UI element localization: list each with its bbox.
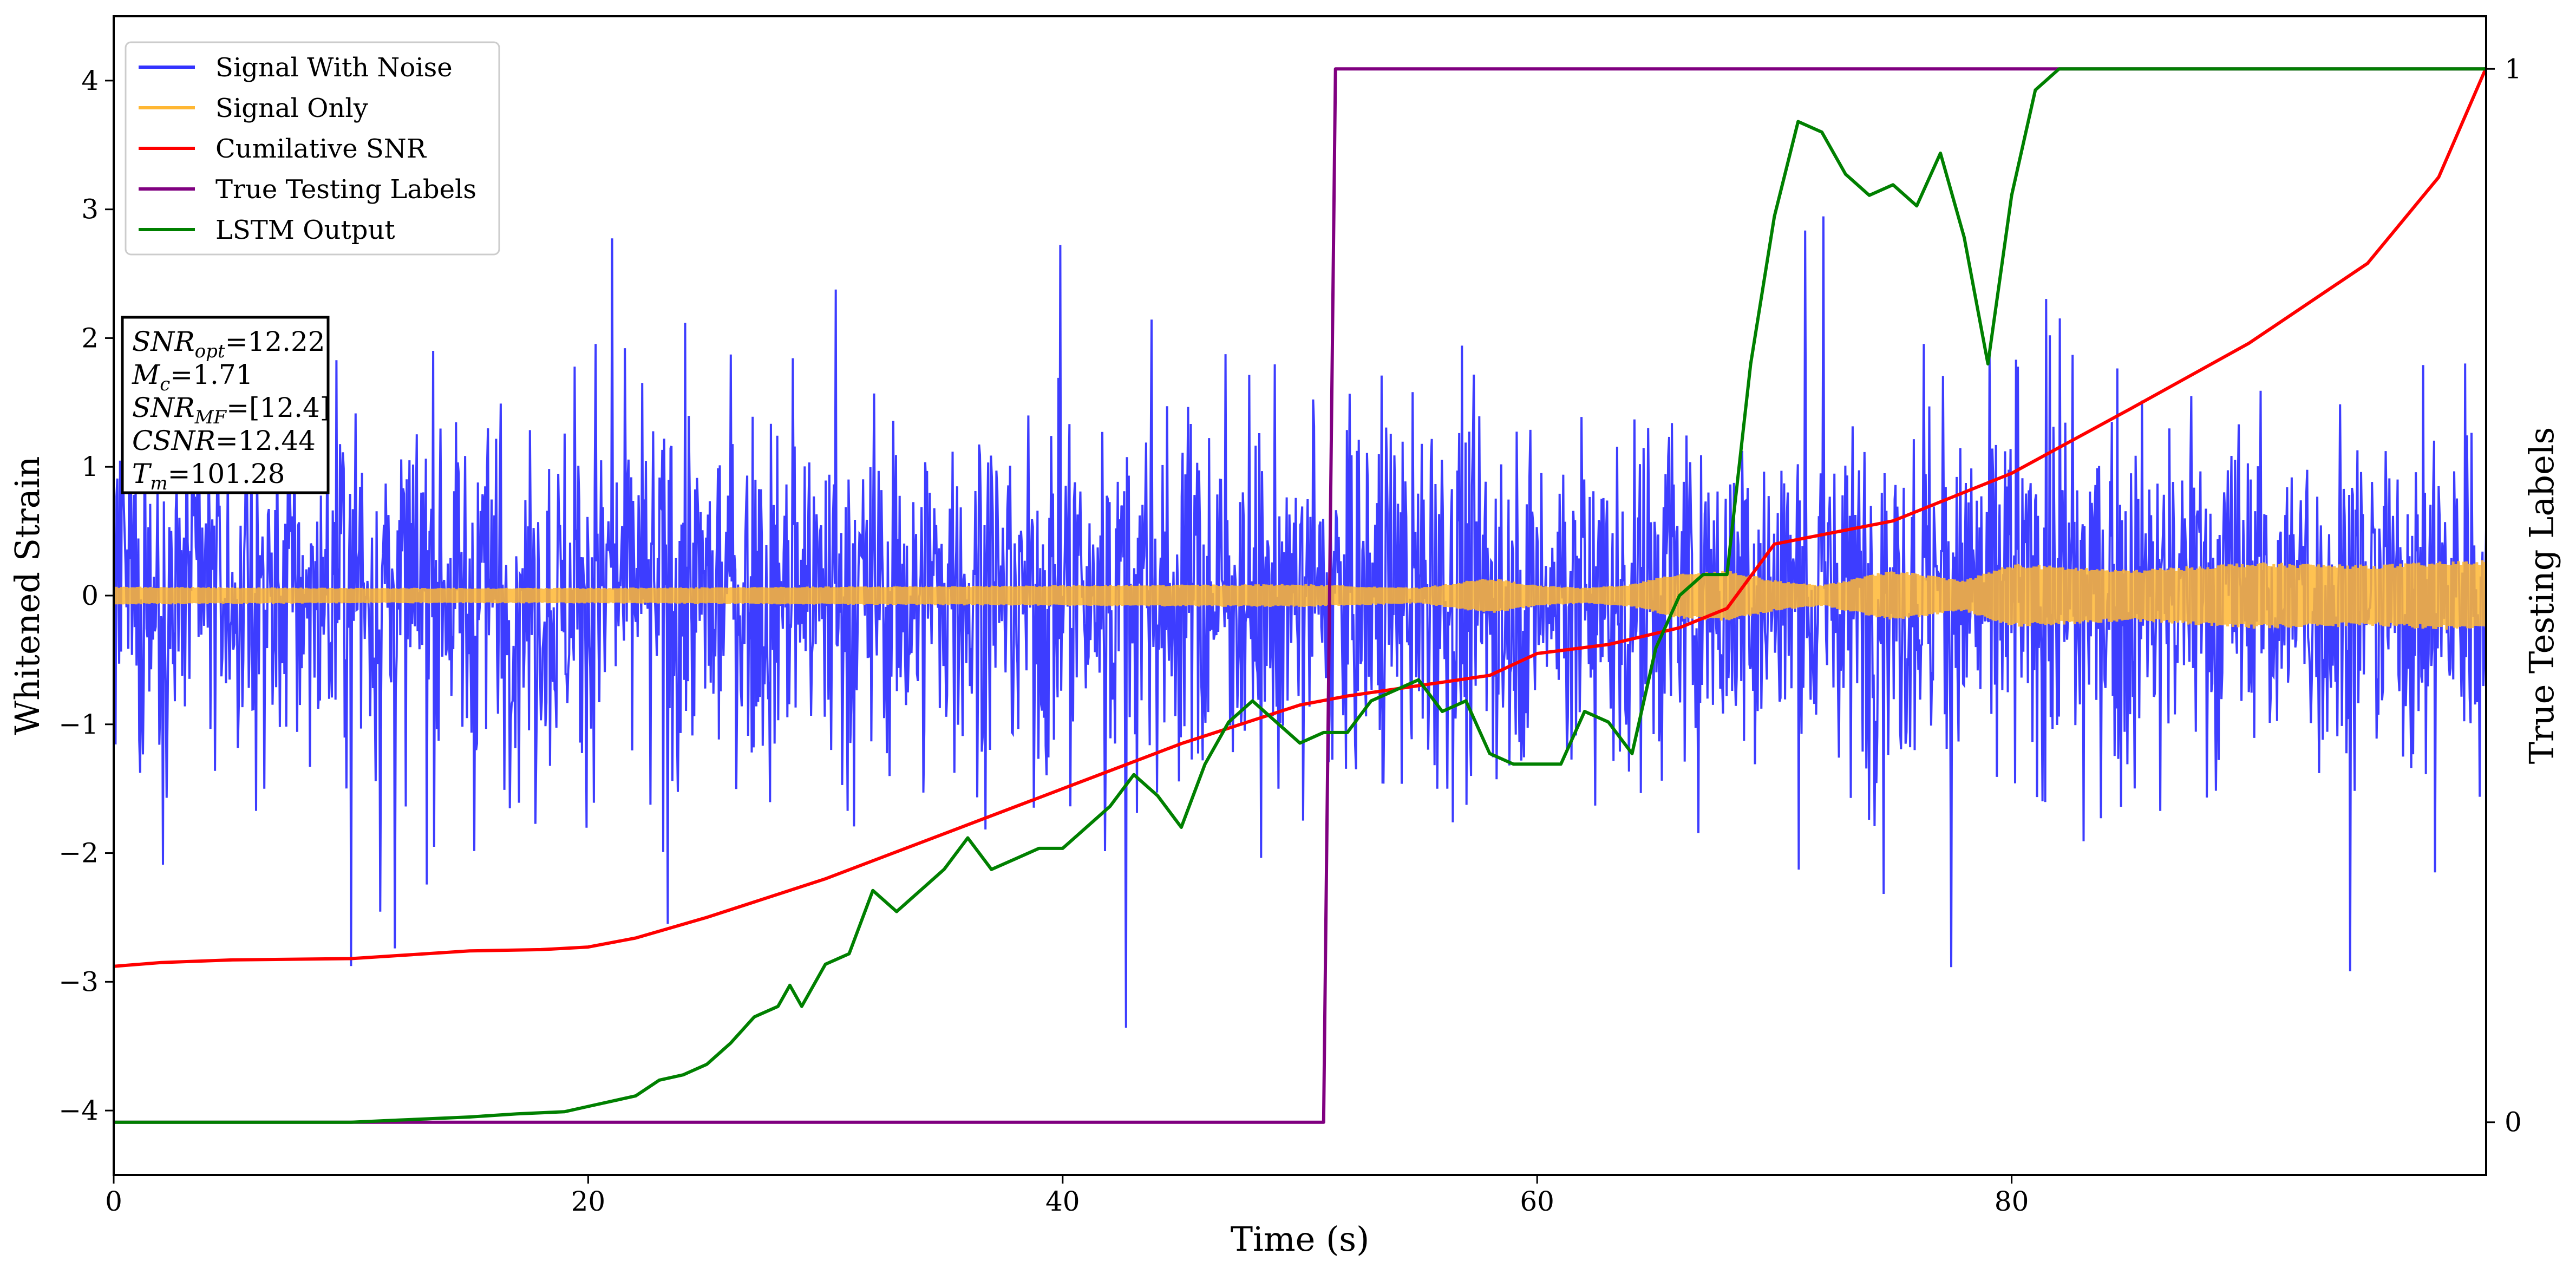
annotation-line: Tm=101.28 (132, 458, 285, 494)
y-axis-left-label: Whitened Strain (8, 456, 47, 735)
y-tick-label-left: −3 (58, 966, 99, 997)
annotation-line: Mc=1.71 (132, 359, 253, 395)
legend-label: True Testing Labels (215, 174, 476, 205)
y-tick-label-left: −1 (58, 709, 99, 740)
y-tick-label-left: 3 (81, 194, 99, 225)
series-lstm-output (114, 67, 2486, 1124)
series-layer (114, 67, 2486, 1124)
legend: Signal With Noise Signal Only Cumilative S… (125, 41, 500, 256)
annotation-line: CSNR=12.44 (132, 425, 316, 456)
y-axis-right: 01 (2486, 53, 2522, 1138)
y-tick-label-left: 1 (81, 451, 99, 482)
legend-label: Cumilative SNR (215, 134, 427, 164)
x-tick-label: 20 (571, 1186, 606, 1217)
x-tick-label: 40 (1045, 1186, 1080, 1217)
legend-label: Signal Only (215, 93, 368, 123)
y-tick-label-right: 0 (2505, 1107, 2522, 1138)
y-tick-label-left: 2 (81, 322, 99, 354)
x-tick-label: 60 (1520, 1186, 1554, 1217)
x-axis: 0 20 40 60 80 (105, 1175, 2029, 1217)
y-tick-label-left: 4 (81, 65, 99, 96)
x-tick-label: 80 (1995, 1186, 2029, 1217)
x-tick-label: 0 (105, 1186, 122, 1217)
y-tick-label-left: −4 (58, 1095, 99, 1126)
annotation-box (121, 316, 330, 494)
y-axis-right-label: True Testing Labels (2522, 427, 2561, 765)
annotation-line: SNRopt=12.22 (132, 326, 325, 362)
y-tick-label-left: −2 (58, 838, 99, 869)
parameter-annotation: SNRopt=12.22Mc=1.71SNRMF=[12.4]CSNR=12.4… (121, 316, 330, 494)
x-axis-label: Time (s) (1231, 1219, 1370, 1259)
series-true-testing-labels (114, 67, 2486, 1124)
y-tick-label-left: 0 (81, 580, 99, 611)
legend-label: Signal With Noise (215, 53, 453, 83)
legend-label: LSTM Output (215, 215, 395, 245)
legend-box (125, 41, 500, 256)
y-tick-label-right: 1 (2505, 53, 2522, 84)
series-signal-only (114, 560, 2486, 630)
y-axis-left: −4 −3 −2 −1 0 1 2 3 4 (58, 65, 114, 1126)
annotation-line: SNRMF=[12.4] (132, 392, 330, 428)
series-cumilative-snr (114, 67, 2486, 968)
